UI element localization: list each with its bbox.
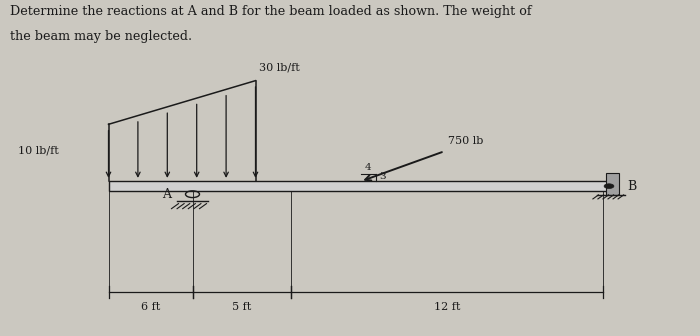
Text: Determine the reactions at A and B for the beam loaded as shown. The weight of: Determine the reactions at A and B for t… <box>10 5 532 18</box>
Text: B: B <box>627 180 636 193</box>
Bar <box>606 173 619 195</box>
Text: 30 lb/ft: 30 lb/ft <box>259 62 300 72</box>
Text: 3: 3 <box>379 172 386 180</box>
Text: A: A <box>162 188 172 201</box>
Circle shape <box>604 184 614 188</box>
Bar <box>108 181 612 191</box>
Text: 12 ft: 12 ft <box>434 302 460 312</box>
Text: 750 lb: 750 lb <box>448 136 484 146</box>
Text: 5 ft: 5 ft <box>232 302 251 312</box>
Text: the beam may be neglected.: the beam may be neglected. <box>10 30 192 43</box>
Text: 10 lb/ft: 10 lb/ft <box>18 145 58 155</box>
Text: 6 ft: 6 ft <box>141 302 160 312</box>
Text: 4: 4 <box>365 163 372 172</box>
